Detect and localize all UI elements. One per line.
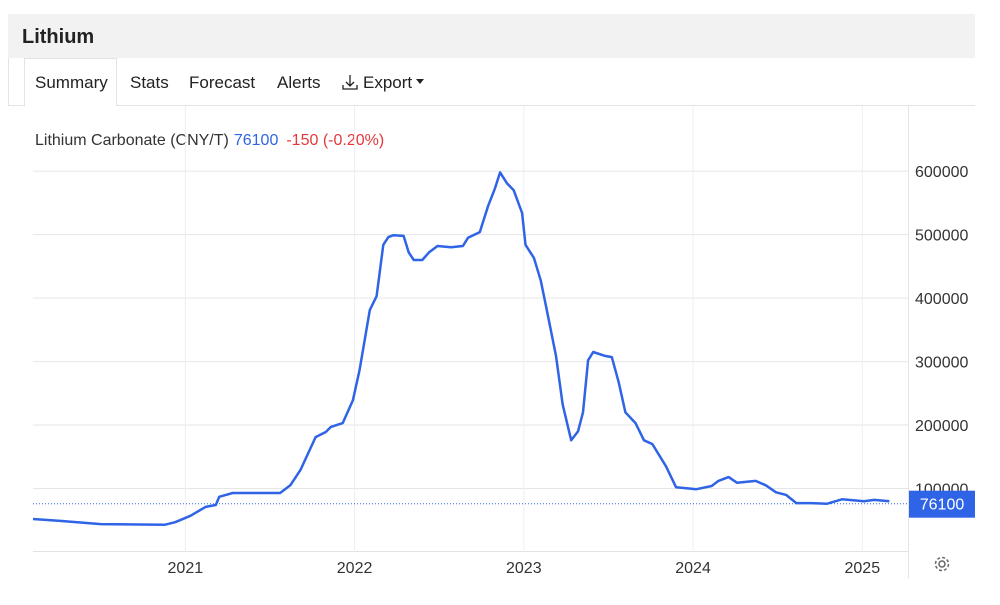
tab[interactable]: Summary bbox=[35, 73, 108, 92]
active-tab-box bbox=[24, 58, 117, 106]
change: -150 (-0.20%) bbox=[286, 132, 384, 149]
x-tick-label: 2022 bbox=[337, 560, 373, 577]
tab[interactable]: Alerts bbox=[277, 73, 320, 92]
caret bbox=[416, 79, 424, 84]
x-tick-label: 2024 bbox=[675, 560, 711, 577]
legend: Lithium Carbonate (CNY/T) 76100 -150 (-0.2… bbox=[35, 132, 384, 149]
y-tick-label: 300000 bbox=[915, 355, 968, 372]
header-bar bbox=[8, 14, 975, 58]
y-tick-label: 400000 bbox=[915, 291, 968, 308]
settings-icon[interactable] bbox=[934, 556, 950, 572]
y-tick-label: 600000 bbox=[915, 164, 968, 181]
y-tick-label: 500000 bbox=[915, 228, 968, 245]
x-tick-label: 2025 bbox=[845, 560, 881, 577]
page-title: Lithium bbox=[22, 26, 94, 48]
series-line bbox=[32, 171, 890, 526]
last-value: 76100 bbox=[234, 132, 279, 149]
x-tick-label: 2023 bbox=[506, 560, 542, 577]
y-tick-label: 200000 bbox=[915, 418, 968, 435]
series-name: Lithium Carbonate (CNY/T) bbox=[35, 132, 229, 149]
x-tick-label: 2021 bbox=[168, 560, 204, 577]
last-value-box bbox=[909, 490, 975, 518]
export-icon bbox=[342, 75, 358, 90]
tab[interactable]: Forecast bbox=[189, 73, 255, 92]
tab[interactable]: Stats bbox=[130, 73, 169, 92]
tab[interactable]: Export bbox=[363, 73, 412, 92]
last-value-label: 76100 bbox=[920, 497, 965, 514]
